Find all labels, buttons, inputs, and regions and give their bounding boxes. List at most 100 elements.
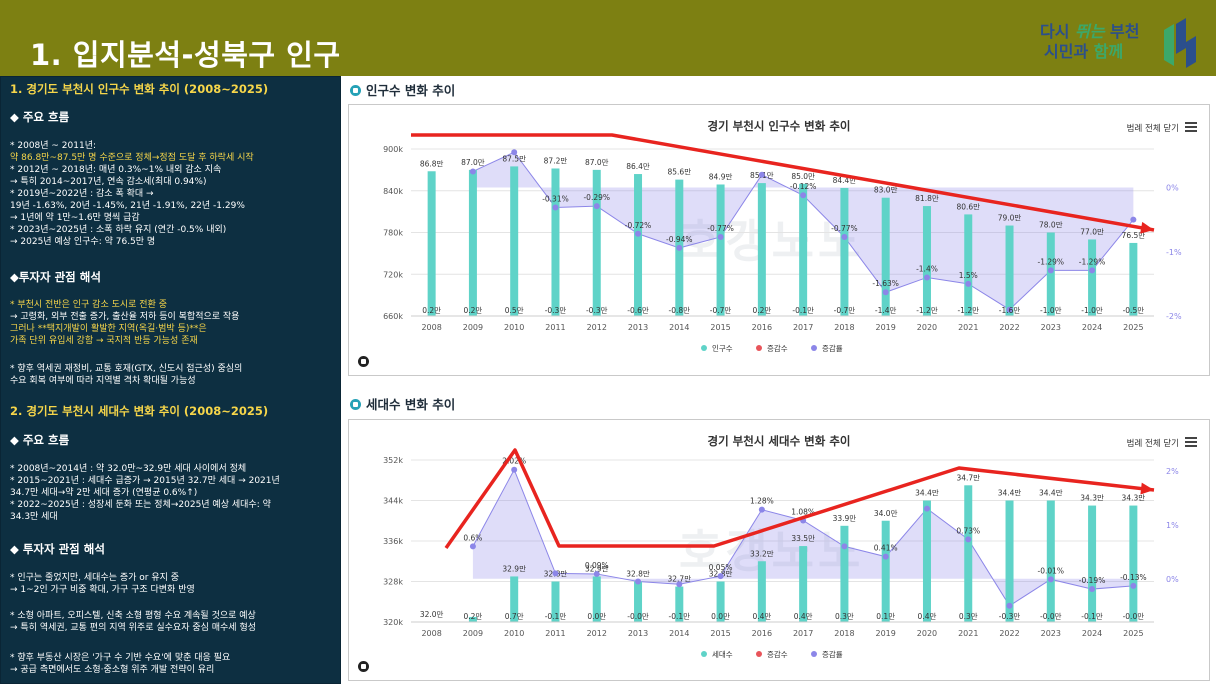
bar-value-label: 86.8만 bbox=[420, 159, 444, 168]
bar bbox=[840, 525, 849, 622]
change-label: 0.2만 bbox=[752, 306, 771, 315]
rate-label: 1.5% bbox=[959, 271, 978, 280]
bar bbox=[551, 581, 560, 622]
change-label: 0.3만 bbox=[959, 612, 978, 621]
rate-label: 1.28% bbox=[750, 497, 774, 506]
rate-point bbox=[800, 192, 807, 199]
legend-label: 인구수 bbox=[712, 343, 733, 353]
watermark: 호갱노노 bbox=[679, 524, 865, 578]
x-tick-label: 2009 bbox=[463, 323, 483, 332]
change-label: 0.1만 bbox=[876, 612, 895, 621]
rate-label: -0.72% bbox=[625, 221, 652, 230]
bucheon-emblem-icon bbox=[1164, 18, 1196, 68]
rate-point bbox=[1089, 586, 1096, 593]
legend-toggle-button[interactable]: 범례 전체 닫기 bbox=[1126, 439, 1179, 449]
sidebar-line: 19년 -1.63%, 20년 -1.45%, 21년 -1.91%, 22년 … bbox=[10, 201, 245, 211]
x-tick-label: 2013 bbox=[628, 629, 648, 638]
legend-marker bbox=[701, 345, 707, 351]
change-label: 0.0만 bbox=[711, 612, 730, 621]
bar bbox=[1129, 505, 1138, 622]
menu-icon[interactable] bbox=[1185, 122, 1197, 132]
bar-value-label: 85.0만 bbox=[791, 172, 815, 181]
rate-point bbox=[511, 149, 518, 156]
x-tick-label: 2015 bbox=[710, 323, 730, 332]
change-label: 0.2만 bbox=[464, 306, 483, 315]
sidebar-line: → 특히 2014~2017년, 연속 감소세(최대 0.94%) bbox=[10, 177, 207, 187]
legend-toggle-button[interactable]: 범례 전체 닫기 bbox=[1126, 124, 1179, 134]
menu-icon[interactable] bbox=[1185, 437, 1197, 447]
rate-label: -1.29% bbox=[1079, 257, 1106, 266]
bar-value-label: 34.4만 bbox=[1039, 489, 1063, 498]
rate-point bbox=[469, 168, 476, 175]
household-section-label: 세대수 변화 추이 bbox=[366, 397, 456, 412]
analysis-sidebar: 1. 경기도 부천시 인구수 변화 추이 (2008~2025) ◆ 주요 흐름 *… bbox=[0, 76, 341, 684]
rate-label: 0.73% bbox=[956, 526, 980, 535]
sidebar-line: 34.3만 세대 bbox=[10, 512, 58, 522]
bar-value-label: 32.0만 bbox=[420, 610, 444, 619]
x-tick-label: 2010 bbox=[504, 323, 524, 332]
household-chart-panel: 호갱노노 320k 328k 336k 344k 352k 0% 1% 2% 32.0만 32.9… bbox=[348, 419, 1210, 681]
sidebar-line: * 2008년~2014년 : 약 32.0만~32.9만 세대 사이에서 정체 bbox=[10, 464, 247, 474]
change-label: -0.3만 bbox=[586, 306, 608, 315]
logo-text-c: 부천 bbox=[1104, 22, 1140, 41]
bar bbox=[427, 171, 436, 316]
rate-label: -0.31% bbox=[542, 194, 569, 203]
bar-value-label: 34.4만 bbox=[915, 489, 939, 498]
header-bar: 1. 입지분석-성북구 인구 다시 뛰는 부천 시민과 함께 bbox=[0, 0, 1216, 76]
x-tick-label: 2008 bbox=[421, 629, 441, 638]
x-tick-label: 2018 bbox=[834, 323, 854, 332]
x-tick-label: 2010 bbox=[504, 629, 524, 638]
change-label: 0.2만 bbox=[422, 306, 441, 315]
x-tick-label: 2008 bbox=[421, 323, 441, 332]
city-logo: 다시 뛰는 부천 시민과 함께 bbox=[1040, 12, 1200, 68]
sidebar-line: * 2015~2021년 : 세대수 급증가 → 2015년 32.7만 세대 … bbox=[10, 476, 280, 486]
y2-tick-label: 0% bbox=[1166, 575, 1179, 584]
rate-point bbox=[965, 536, 972, 543]
bar-value-label: 32.8만 bbox=[626, 570, 650, 579]
bar bbox=[881, 520, 890, 622]
x-tick-label: 2021 bbox=[958, 629, 978, 638]
logo-text-d: 시민과 bbox=[1044, 42, 1094, 61]
trend-arrow bbox=[444, 448, 1155, 550]
hogangnono-logo-icon bbox=[358, 356, 369, 367]
y-tick-label: 328k bbox=[383, 578, 403, 587]
y2-tick-label: -2% bbox=[1166, 312, 1182, 321]
x-tick-label: 2025 bbox=[1123, 629, 1143, 638]
rate-point bbox=[758, 171, 765, 178]
change-label: 0.4만 bbox=[752, 612, 771, 621]
rate-point bbox=[552, 570, 559, 577]
bar-value-label: 78.0만 bbox=[1039, 221, 1063, 230]
x-tick-label: 2021 bbox=[958, 323, 978, 332]
bar-value-label: 33.2만 bbox=[750, 549, 774, 558]
change-label: 0.0만 bbox=[587, 612, 606, 621]
change-label: -0.3만 bbox=[545, 306, 567, 315]
rate-label: -0.12% bbox=[790, 182, 817, 191]
rate-label: 0.05% bbox=[709, 563, 733, 572]
legend-marker bbox=[701, 651, 707, 657]
rate-point bbox=[511, 466, 518, 473]
bar bbox=[1129, 242, 1138, 316]
rate-point bbox=[1130, 582, 1137, 589]
bar bbox=[799, 546, 808, 622]
chart-title: 경기 부천시 인구수 변화 추이 bbox=[707, 119, 851, 133]
bar-value-label: 87.5만 bbox=[502, 154, 526, 163]
population-section-label: 인구수 변화 추이 bbox=[366, 83, 456, 98]
change-label: 0.5만 bbox=[505, 306, 524, 315]
legend-label: 증감률 bbox=[822, 343, 843, 353]
bar bbox=[840, 187, 849, 316]
change-label: -0.5만 bbox=[1123, 306, 1145, 315]
bar bbox=[757, 561, 766, 622]
trend-arrow bbox=[411, 133, 1155, 232]
sidebar-line: 1. 경기도 부천시 인구수 변화 추이 (2008~2025) bbox=[10, 82, 269, 96]
y-tick-label: 320k bbox=[383, 618, 403, 627]
change-label: -0.0만 bbox=[1123, 612, 1145, 621]
bar bbox=[1005, 500, 1014, 622]
population-chart-panel: 호갱노노 660k 720k 780k 840k 900k 0% -1% -2% 86.8만 87… bbox=[348, 104, 1210, 376]
sidebar-line: → 1~2인 가구 비중 확대, 가구 구조 다변화 반영 bbox=[10, 585, 195, 595]
bar-value-label: 85.6만 bbox=[668, 168, 692, 177]
change-label: -1.0만 bbox=[1040, 306, 1062, 315]
bar bbox=[468, 169, 477, 316]
rate-label: -0.77% bbox=[707, 224, 734, 233]
rate-point bbox=[758, 506, 765, 513]
sidebar-line: * 2008년 ~ 2011년: bbox=[10, 141, 97, 151]
